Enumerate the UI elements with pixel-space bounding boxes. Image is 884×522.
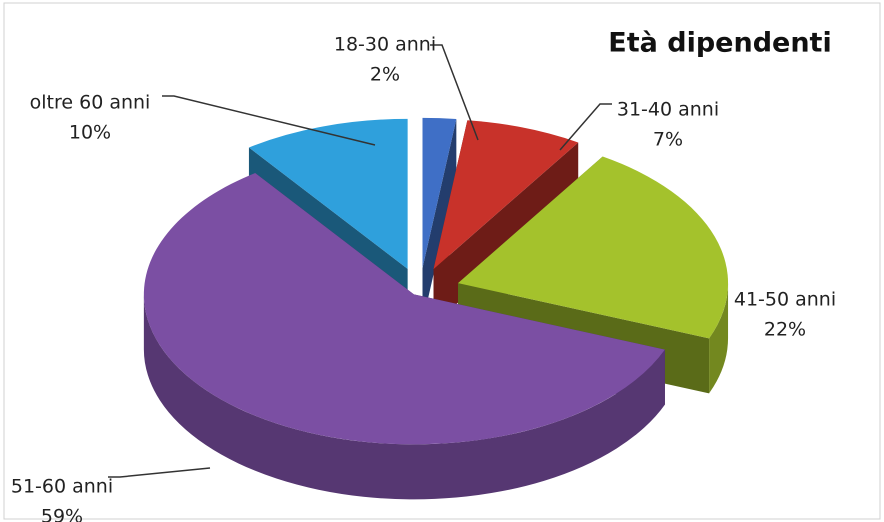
slice-top bbox=[143, 173, 665, 445]
slice-wall bbox=[143, 294, 665, 500]
slice-top bbox=[458, 156, 729, 339]
slice bbox=[143, 173, 665, 500]
leader-line bbox=[108, 467, 211, 478]
slice-value-label: 22% bbox=[764, 319, 806, 341]
slice-value-label: 59% bbox=[41, 506, 83, 522]
slice-wall bbox=[709, 283, 729, 394]
leader-line bbox=[430, 44, 479, 141]
slice-label: 41-50 anni bbox=[734, 289, 836, 311]
slice-top bbox=[248, 118, 408, 269]
slice-top bbox=[422, 117, 457, 268]
slice bbox=[422, 117, 457, 323]
slice-side bbox=[422, 119, 457, 323]
chart-title: Età dipendenti bbox=[608, 28, 831, 59]
slice-label: 51-60 anni bbox=[11, 476, 113, 498]
leader-line bbox=[162, 95, 376, 146]
slice-value-label: 2% bbox=[370, 64, 400, 86]
slice-top bbox=[433, 120, 579, 270]
leader-line bbox=[559, 103, 612, 151]
slice-value-label: 10% bbox=[69, 122, 111, 144]
slice-value-label: 7% bbox=[653, 129, 683, 151]
slice-label: oltre 60 anni bbox=[30, 92, 151, 114]
slice-label: 18-30 anni bbox=[334, 34, 436, 56]
slice-label: 31-40 anni bbox=[617, 99, 719, 121]
